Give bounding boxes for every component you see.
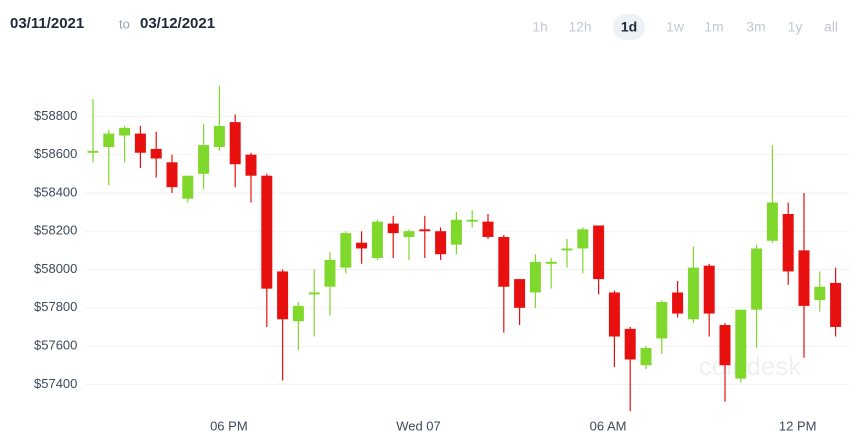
date-sep: to — [119, 16, 130, 31]
candle-body — [150, 148, 162, 159]
candle-body — [435, 231, 447, 255]
candle-body — [387, 223, 399, 234]
candle-body — [529, 261, 541, 293]
candle-body — [324, 259, 336, 287]
candle-body — [134, 133, 146, 153]
candle-body — [593, 225, 605, 280]
candle-body — [798, 250, 810, 306]
candle-body — [608, 292, 620, 337]
candle-body — [687, 267, 699, 320]
range-selector: 1h 12h 1d 1w 1m 3m 1y all — [532, 14, 838, 40]
range-button[interactable]: 1w — [666, 19, 685, 35]
y-tick-label: $58400 — [34, 184, 77, 199]
candle-body — [498, 236, 510, 287]
y-tick-label: $58000 — [34, 261, 77, 276]
range-button[interactable]: 3m — [746, 19, 765, 35]
candle-body — [640, 348, 652, 366]
range-button[interactable]: 1y — [788, 19, 803, 35]
candle-body — [545, 261, 557, 264]
candle-body — [450, 219, 462, 245]
x-tick-label: 12 PM — [779, 418, 817, 433]
range-button[interactable]: all — [824, 19, 838, 35]
candle-body — [292, 305, 304, 322]
candle-body — [198, 145, 210, 174]
candle-body — [830, 282, 842, 327]
candle-body — [751, 248, 763, 310]
y-tick-label: $58200 — [34, 223, 77, 238]
candle-body — [703, 265, 715, 314]
watermark: coindesk — [699, 351, 803, 381]
candle-body — [561, 248, 573, 251]
range-button[interactable]: 12h — [568, 19, 591, 35]
x-tick-label: Wed 07 — [396, 418, 441, 433]
candle-body — [482, 221, 494, 237]
x-tick-label: 06 AM — [590, 418, 627, 433]
candle-body — [229, 122, 241, 165]
candle-body — [182, 175, 194, 199]
candle-body — [356, 242, 368, 249]
candle-body — [577, 229, 589, 249]
range-button[interactable]: 1h — [532, 19, 548, 35]
range-active-bg — [613, 14, 645, 40]
range-button[interactable]: 1m — [704, 19, 723, 35]
candle-body — [277, 271, 289, 320]
candle-body — [119, 127, 131, 136]
candle-body — [166, 162, 178, 188]
date-from: 03/11/2021 — [10, 15, 84, 32]
candle-body — [87, 150, 99, 153]
y-tick-label: $58800 — [34, 108, 77, 123]
candle-body — [308, 292, 320, 295]
candle-body — [466, 219, 478, 222]
candle-body — [245, 154, 257, 176]
candle-body — [103, 133, 115, 147]
y-tick-label: $57800 — [34, 299, 77, 314]
candle-body — [261, 175, 273, 289]
y-tick-label: $57400 — [34, 376, 77, 391]
candle-body — [419, 229, 431, 232]
candle-body — [766, 202, 778, 241]
x-tick-label: 06 PM — [210, 418, 248, 433]
candle-body — [719, 325, 731, 366]
candle-body — [814, 286, 826, 301]
candle-body — [782, 214, 794, 272]
y-tick-label: $57600 — [34, 338, 77, 353]
candle-body — [371, 221, 383, 259]
candle-body — [213, 125, 225, 147]
y-tick-label: $58600 — [34, 146, 77, 161]
candle-body — [656, 302, 668, 339]
candle-body — [514, 279, 526, 308]
candle-body — [340, 233, 352, 268]
candle-body — [735, 309, 747, 379]
candle-body — [672, 292, 684, 314]
date-to: 03/12/2021 — [140, 15, 215, 32]
range-button[interactable]: 1d — [621, 19, 637, 35]
candle-body — [403, 231, 415, 237]
candle-body — [624, 328, 636, 360]
